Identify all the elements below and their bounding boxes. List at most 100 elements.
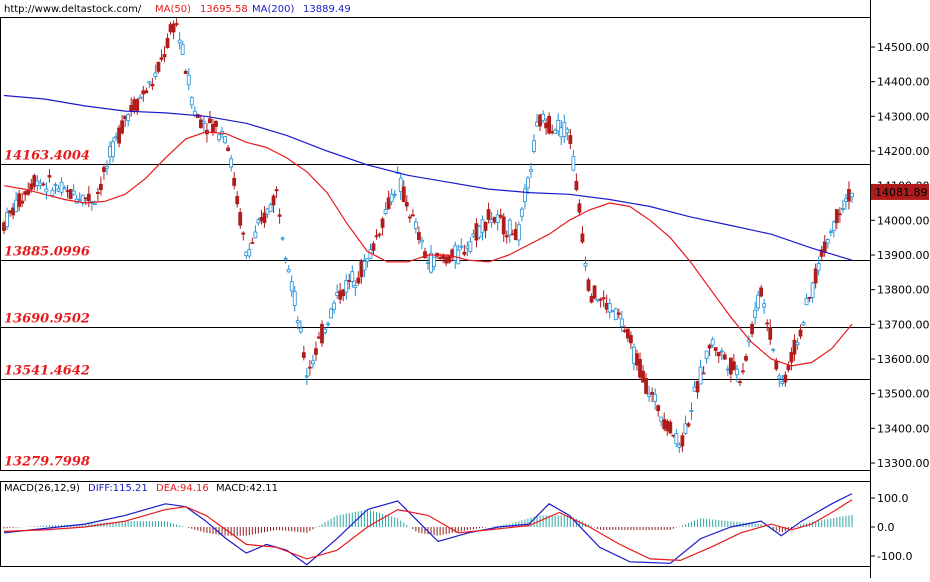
candle-body xyxy=(710,338,715,346)
candle-body xyxy=(683,423,688,434)
candle-body xyxy=(665,420,670,432)
candle-body xyxy=(768,327,773,340)
candle-body xyxy=(619,318,624,327)
candle-body xyxy=(420,239,424,243)
candle-body xyxy=(8,210,12,213)
candle-body xyxy=(44,188,49,193)
candle-body xyxy=(150,83,155,87)
candle-body xyxy=(783,374,788,383)
candle-body xyxy=(795,341,800,346)
ma50-value: 13695.58 xyxy=(200,4,248,15)
candle-body xyxy=(513,229,518,241)
candle-body xyxy=(177,39,182,44)
candle-body xyxy=(320,323,324,344)
level-label: 13690.9502 xyxy=(4,312,90,327)
candle-body xyxy=(538,114,542,127)
candle-body xyxy=(804,297,809,306)
macd-diff: DIFF:115.21 xyxy=(88,483,148,494)
candle-body xyxy=(529,169,533,172)
macd-dea: DEA:94.16 xyxy=(156,483,209,494)
macd-dea-line xyxy=(3,499,853,562)
candle-body xyxy=(692,386,697,392)
candle-body xyxy=(29,183,34,190)
candle-body xyxy=(471,233,476,237)
price-tick-label: 14400.00 xyxy=(877,76,930,89)
candle-body xyxy=(716,351,721,357)
candle-body xyxy=(659,416,664,422)
candle-body xyxy=(77,198,82,201)
candle-body xyxy=(577,203,582,213)
candle-body xyxy=(595,298,600,302)
candle-body xyxy=(417,232,421,241)
candle-body xyxy=(504,235,509,238)
candle-body xyxy=(105,165,109,169)
candle-body xyxy=(32,175,37,187)
level-label: 13541.4642 xyxy=(4,364,90,379)
candle-body xyxy=(192,110,197,116)
candle-body xyxy=(183,70,188,74)
candle-body xyxy=(277,214,282,217)
candle-body xyxy=(153,72,158,77)
candle-body xyxy=(41,183,46,186)
candle-body xyxy=(111,141,115,158)
candle-body xyxy=(589,295,594,303)
candle-body xyxy=(813,268,818,284)
candle-body xyxy=(168,24,173,33)
macd-frame xyxy=(0,481,871,567)
candle-body xyxy=(680,435,685,447)
price-tick-label: 13900.00 xyxy=(877,249,930,262)
candle-body xyxy=(201,121,206,124)
candle-body xyxy=(350,271,355,282)
candle-body xyxy=(371,243,376,251)
candle-body xyxy=(601,297,606,300)
candle-body xyxy=(698,366,703,385)
candle-body xyxy=(380,218,385,228)
candle-body xyxy=(62,187,67,190)
candle-body xyxy=(295,320,300,324)
candle-body xyxy=(102,167,106,172)
candle-body xyxy=(753,309,757,318)
candle-body xyxy=(338,290,343,300)
macd-params: MACD(26,12,9) xyxy=(4,483,80,494)
candle-body xyxy=(217,134,221,140)
candle-body xyxy=(523,188,527,203)
candle-body xyxy=(232,177,237,186)
candle-body xyxy=(453,245,458,261)
price-tick-label: 14500.00 xyxy=(877,41,930,54)
candle-body xyxy=(553,129,558,134)
candle-body xyxy=(5,212,9,228)
candle-body xyxy=(447,255,452,263)
candle-body xyxy=(774,360,779,370)
price-tick-label: 13800.00 xyxy=(877,284,930,297)
candle-body xyxy=(544,122,549,129)
candle-body xyxy=(35,180,40,186)
candle-body xyxy=(462,251,467,255)
candle-body xyxy=(825,239,830,244)
price-tick-label: 14200.00 xyxy=(877,145,930,158)
candle-body xyxy=(765,322,770,325)
candle-body xyxy=(556,119,561,132)
candle-body xyxy=(117,127,121,144)
candle-body xyxy=(241,232,246,235)
last-price-text: 14081.89 xyxy=(875,186,928,199)
candle-body xyxy=(92,202,97,205)
candle-body xyxy=(489,219,494,223)
candle-body xyxy=(668,421,673,434)
candle-body xyxy=(68,189,73,199)
candle-body xyxy=(828,231,833,233)
candle-body xyxy=(662,419,667,430)
price-tick-label: 13300.00 xyxy=(877,457,930,470)
candle-body xyxy=(171,23,176,33)
candle-body xyxy=(656,405,661,412)
candle-body xyxy=(526,177,530,189)
candle-body xyxy=(744,356,748,361)
candle-body xyxy=(59,181,64,193)
candle-body xyxy=(459,245,464,248)
candle-body xyxy=(386,197,391,210)
candle-body xyxy=(250,242,255,244)
candle-body xyxy=(653,394,658,402)
candle-body xyxy=(689,409,694,412)
candle-body xyxy=(86,193,91,202)
